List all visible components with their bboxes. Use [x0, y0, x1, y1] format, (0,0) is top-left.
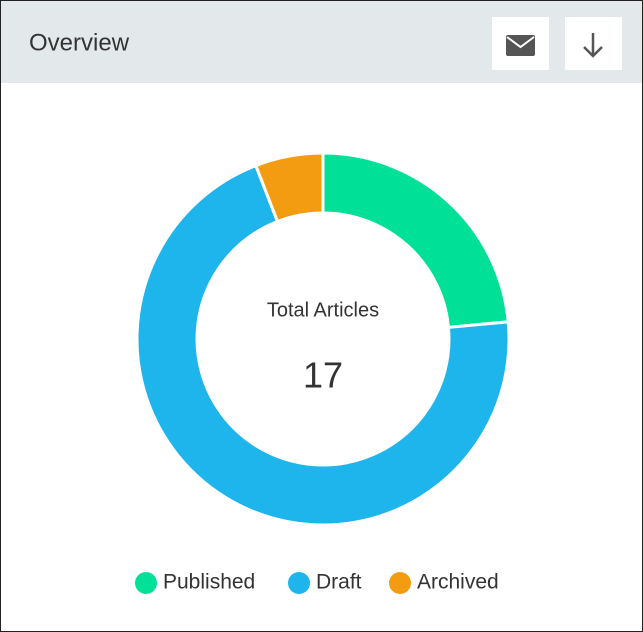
- donut-segment: [321, 151, 510, 330]
- panel-title: Overview: [29, 29, 130, 56]
- legend-label: Draft: [316, 571, 362, 594]
- legend-swatch: [389, 572, 411, 594]
- email-button[interactable]: [492, 17, 549, 70]
- legend-swatch: [288, 572, 310, 594]
- legend-label: Published: [163, 571, 255, 594]
- legend-label: Archived: [417, 571, 499, 594]
- donut-segment: [135, 163, 511, 527]
- center-total: 17: [303, 355, 343, 396]
- donut-segment: [253, 151, 325, 224]
- download-button[interactable]: [565, 17, 622, 70]
- center-label: Total Articles: [267, 299, 379, 321]
- legend-swatch: [135, 572, 157, 594]
